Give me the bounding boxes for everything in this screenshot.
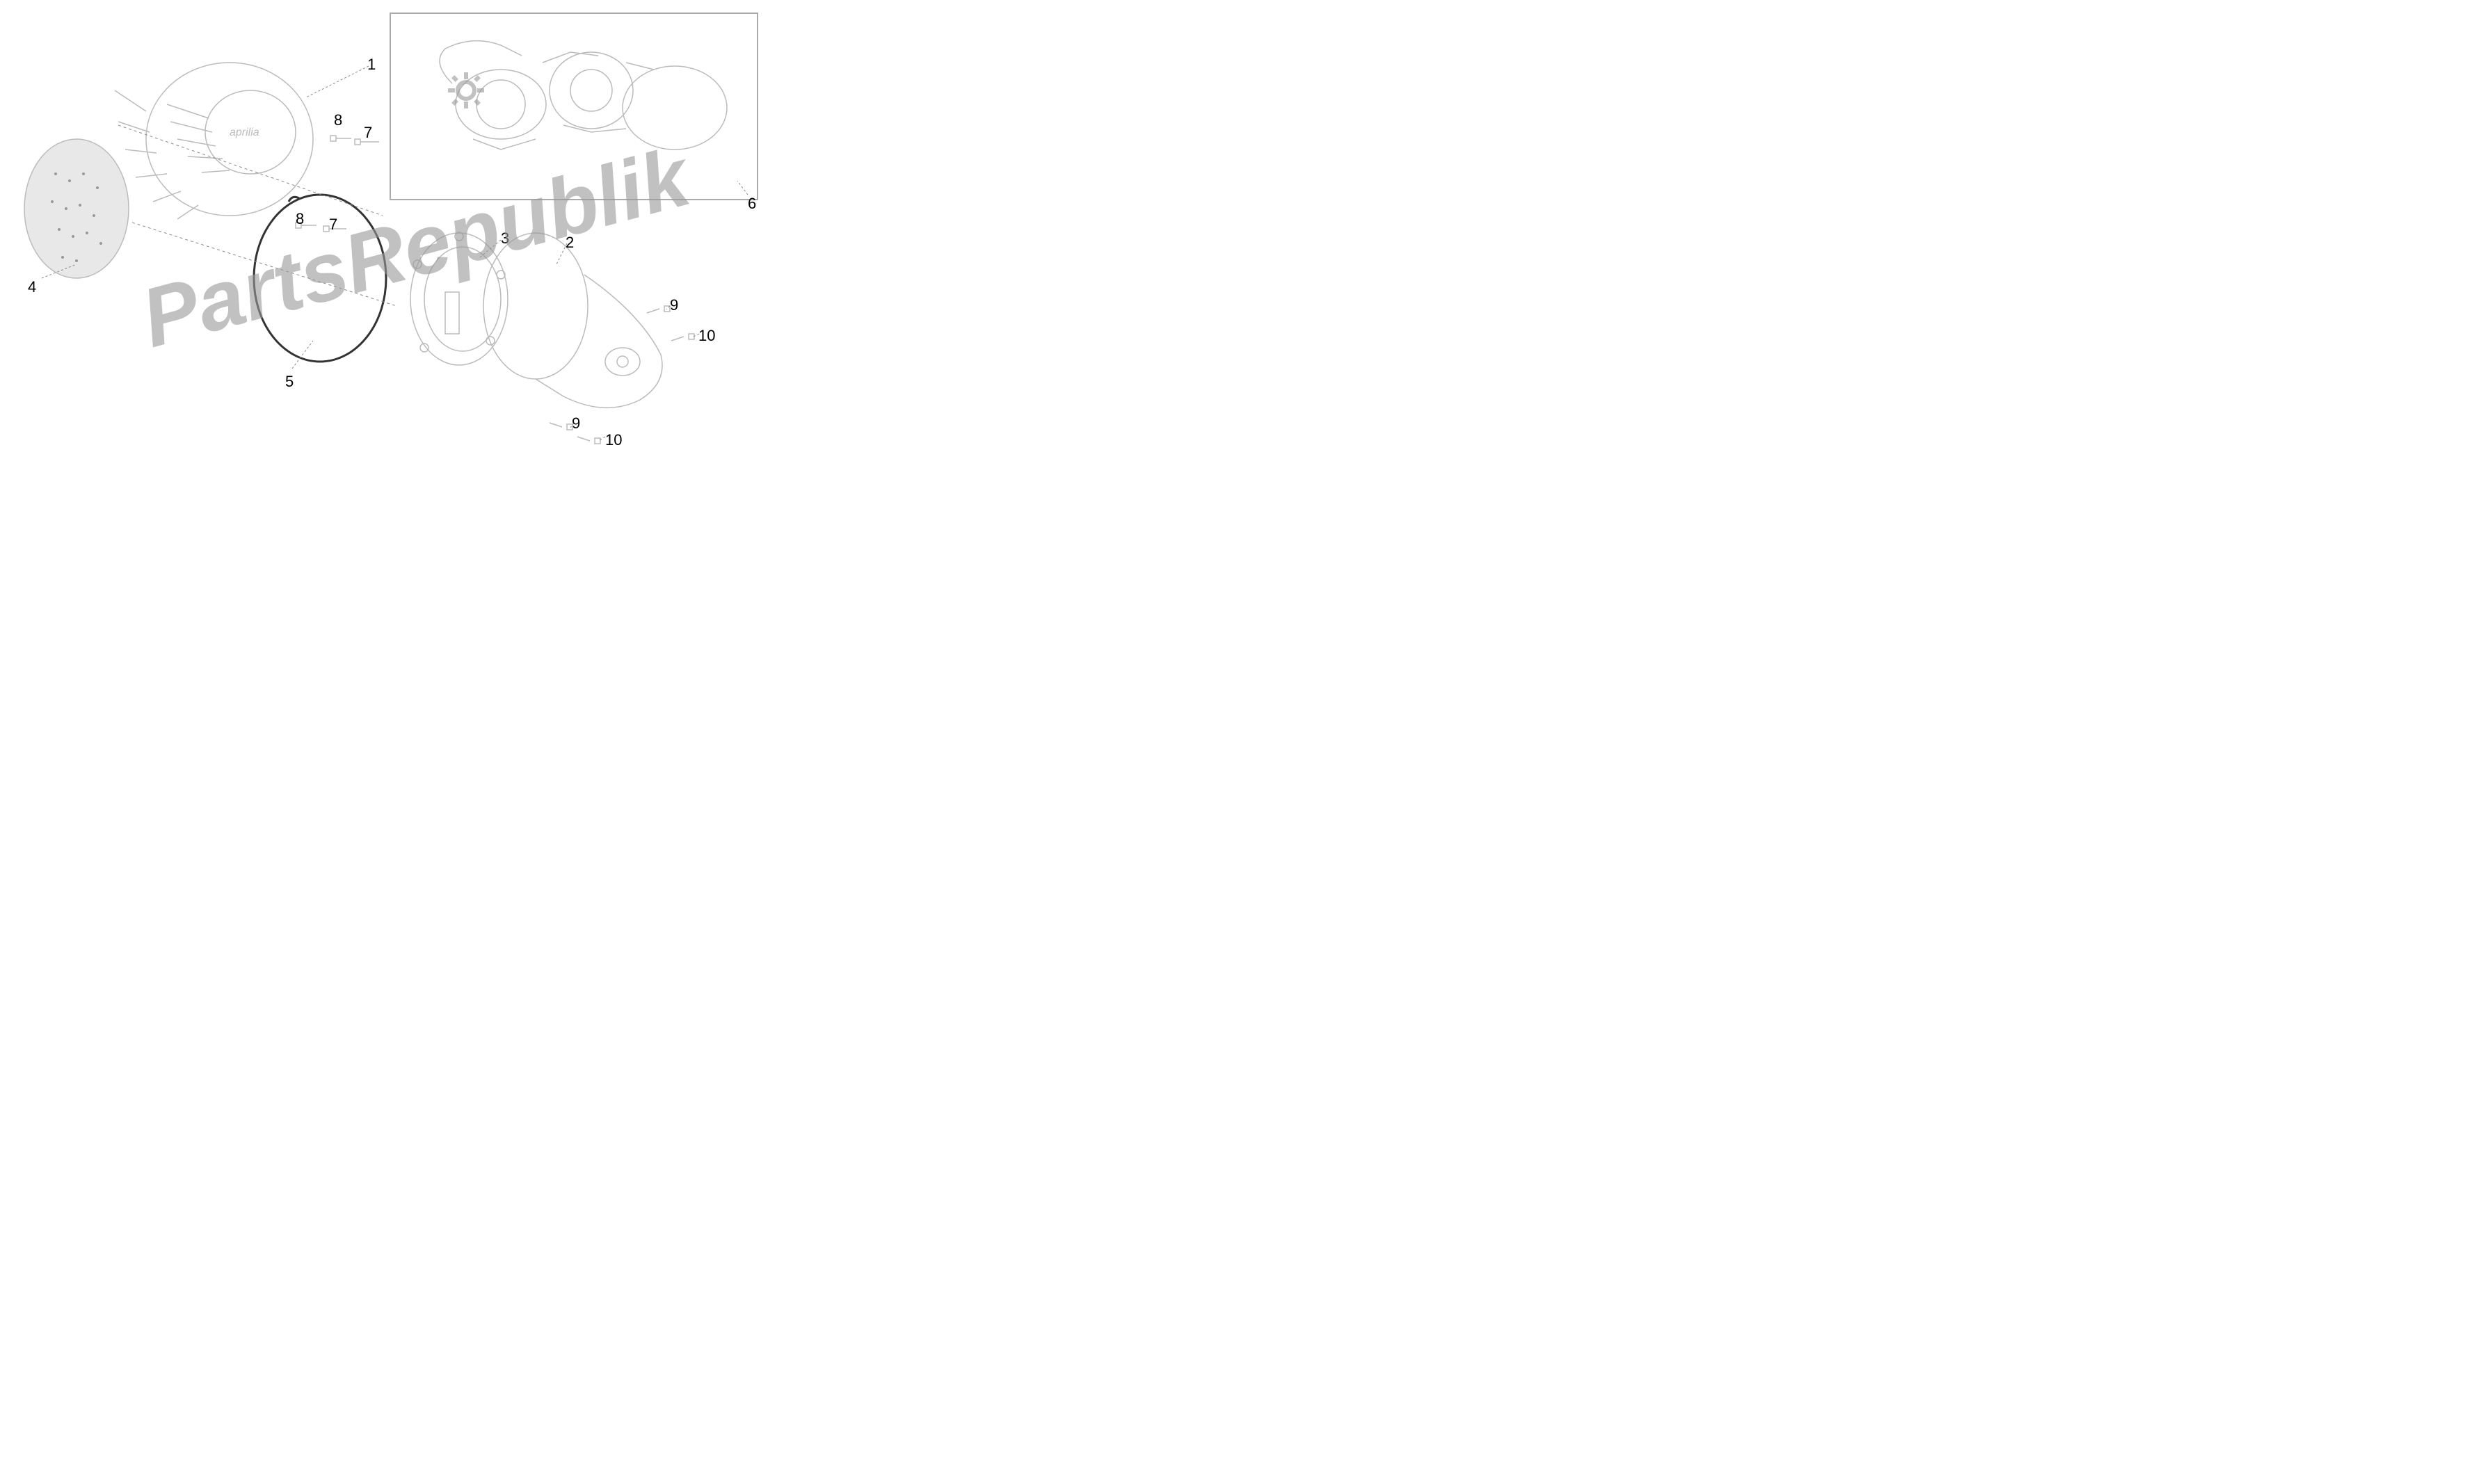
disc-filter-outline — [24, 139, 129, 278]
callout-2: 2 — [566, 234, 574, 252]
callout-6: 6 — [748, 195, 756, 213]
callout-3: 3 — [501, 229, 509, 248]
callout-7b: 7 — [329, 216, 337, 234]
air-intake-outline — [483, 233, 662, 408]
mounting-plate-outline — [410, 232, 508, 365]
callout-7a: 7 — [364, 124, 372, 142]
callout-5: 5 — [285, 373, 294, 391]
parts-outline-layer: aprilia — [0, 0, 831, 494]
gear-icon — [445, 70, 487, 111]
parts-diagram: aprilia — [0, 0, 831, 494]
callout-4: 4 — [28, 278, 36, 296]
callout-9a: 9 — [670, 296, 678, 314]
callout-8a: 8 — [334, 111, 342, 129]
callout-9b: 9 — [572, 414, 580, 433]
o-ring-outline — [254, 195, 386, 362]
callout-8b: 8 — [296, 210, 304, 228]
callout-1: 1 — [367, 56, 376, 74]
callout-10a: 10 — [698, 327, 715, 345]
callout-10b: 10 — [605, 431, 622, 449]
flywheel-cover-outline: aprilia — [115, 63, 313, 219]
svg-text:aprilia: aprilia — [230, 127, 259, 138]
